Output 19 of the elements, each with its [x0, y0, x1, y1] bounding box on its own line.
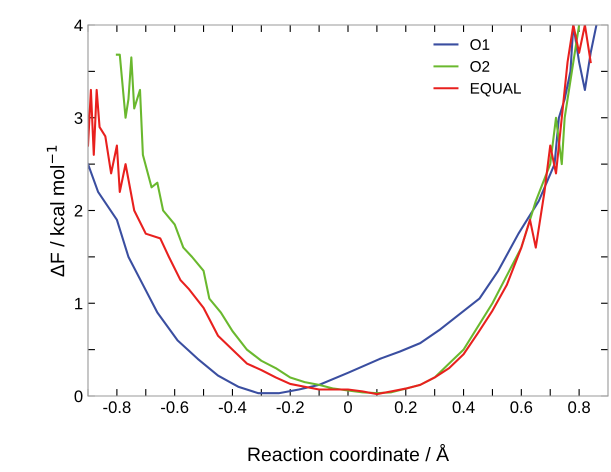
- y-tick-label: 0: [74, 390, 82, 402]
- y-tick-label: 4: [74, 20, 83, 32]
- x-tick-label: -0.8: [103, 401, 131, 414]
- legend-label: O2: [470, 61, 490, 72]
- y-tick-label: 2: [74, 204, 82, 217]
- legend-label: EQUAL: [470, 82, 521, 96]
- x-tick-label: -0.4: [218, 401, 246, 414]
- x-tick-label: -0.6: [161, 401, 188, 414]
- x-tick-label: -0.2: [276, 401, 304, 414]
- y-tick-label: 1: [75, 298, 82, 310]
- x-axis-title: Reaction coordinate / Å: [248, 444, 450, 462]
- y-axis-title: ΔF / kcal mol$^{−1}$: [46, 146, 64, 277]
- x-tick-label: 0.8: [568, 401, 590, 414]
- x-tick-label: 0.2: [394, 401, 417, 414]
- x-tick-label: 0.6: [510, 401, 532, 414]
- legend-label: O1: [470, 39, 490, 50]
- x-tick-label: 0.4: [452, 401, 475, 414]
- y-tick-label: 3: [74, 112, 82, 124]
- x-tick-label: 0: [344, 401, 352, 414]
